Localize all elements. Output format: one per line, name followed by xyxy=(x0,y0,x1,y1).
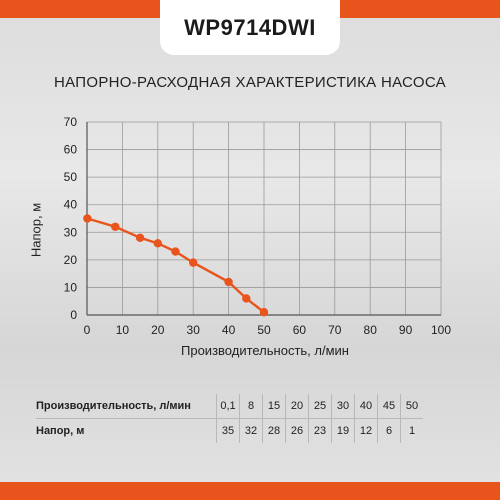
table-cell: 19 xyxy=(331,418,355,443)
x-tick-label: 50 xyxy=(257,323,271,337)
table-cell: 30 xyxy=(331,394,355,419)
data-point xyxy=(171,247,180,256)
model-badge: WP9714DWI xyxy=(160,0,340,55)
table-cell: 0,1 xyxy=(216,394,240,419)
table-cell: 26 xyxy=(285,418,309,443)
table-row: Производительность, л/мин 0,1 8 15 20 25… xyxy=(36,394,423,419)
data-point xyxy=(224,277,233,287)
data-point xyxy=(189,258,198,267)
model-title: WP9714DWI xyxy=(184,14,316,40)
table-cell: 28 xyxy=(262,418,286,443)
data-point xyxy=(242,294,251,303)
performance-table: Производительность, л/мин 0,1 8 15 20 25… xyxy=(36,394,423,443)
chart-title: НАПОРНО-РАСХОДНАЯ ХАРАКТЕРИСТИКА НАСОСА xyxy=(54,74,446,91)
table-cell: 12 xyxy=(354,418,378,443)
row-header-head: Напор, м xyxy=(36,425,85,437)
y-tick-label: 0 xyxy=(70,308,77,322)
data-point xyxy=(153,239,162,248)
x-tick-label: 30 xyxy=(187,323,201,337)
x-tick-label: 0 xyxy=(84,323,91,337)
x-axis-label: Производительность, л/мин xyxy=(181,343,349,358)
table-cell: 45 xyxy=(377,394,401,419)
y-tick-label: 20 xyxy=(64,253,78,267)
x-tick-label: 100 xyxy=(431,323,451,337)
table-cell: 50 xyxy=(400,394,423,419)
table-cell: 23 xyxy=(308,418,332,443)
bottom-accent-band xyxy=(0,482,500,500)
x-tick-label: 90 xyxy=(399,323,413,337)
y-tick-label: 40 xyxy=(64,198,78,212)
x-tick-label: 40 xyxy=(222,323,236,337)
y-tick-label: 60 xyxy=(64,143,78,157)
table-cell: 40 xyxy=(354,394,378,419)
y-tick-label: 30 xyxy=(64,225,78,239)
table-cell: 15 xyxy=(262,394,286,419)
data-point xyxy=(259,308,269,317)
x-tick-label: 20 xyxy=(151,323,165,337)
table-cell: 35 xyxy=(216,418,240,443)
table-cell: 20 xyxy=(285,394,309,419)
x-tick-label: 60 xyxy=(293,323,307,337)
y-axis-label: Напор, м xyxy=(28,202,44,258)
y-tick-label: 70 xyxy=(64,115,78,129)
table-cell: 8 xyxy=(239,394,263,419)
row-header-flow: Производительность, л/мин xyxy=(36,394,217,419)
data-point xyxy=(111,222,120,231)
table-cell: 25 xyxy=(308,394,332,419)
x-tick-label: 70 xyxy=(328,323,342,337)
x-tick-label: 10 xyxy=(116,323,130,337)
table-row: Напор, м 35 32 28 26 23 19 12 6 1 xyxy=(36,418,423,443)
y-tick-label: 50 xyxy=(64,170,78,184)
table-cell: 6 xyxy=(377,418,401,443)
data-point xyxy=(135,233,145,242)
y-tick-label: 10 xyxy=(64,280,78,294)
data-point xyxy=(83,214,92,223)
table-cell: 32 xyxy=(239,418,263,443)
table-cell: 1 xyxy=(400,418,423,443)
x-tick-label: 80 xyxy=(364,323,378,337)
